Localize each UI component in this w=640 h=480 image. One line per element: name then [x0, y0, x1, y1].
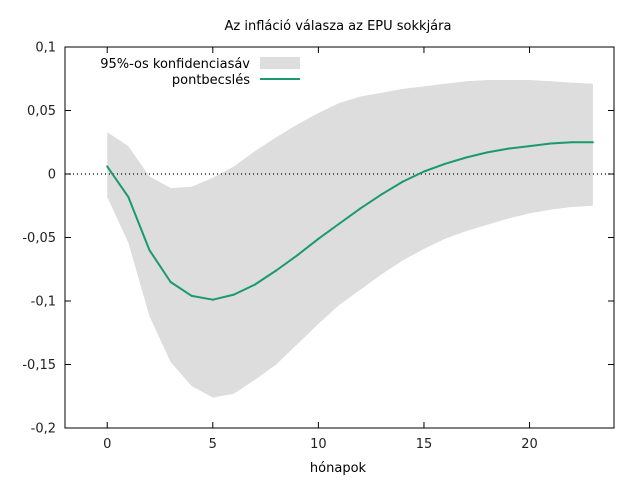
x-tick-label: 20 [521, 437, 538, 452]
legend: 95%-os konfidenciasáv pontbecslés [100, 57, 300, 88]
series-point [254, 283, 256, 286]
series-point [275, 269, 278, 272]
series-point [380, 193, 383, 196]
legend-band-label: 95%-os konfidenciasáv [100, 57, 250, 72]
confidence-band-layer [107, 80, 593, 398]
chart-title: Az infláció válasza az EPU sokkjára [225, 19, 452, 34]
series-point [169, 281, 172, 283]
legend-band-swatch [260, 57, 300, 69]
y-tick-label: 0,05 [27, 104, 56, 119]
series-point [444, 162, 447, 165]
x-tick-label: 5 [209, 437, 217, 452]
series-point [486, 151, 489, 154]
legend-line-label: pontbecslés [172, 73, 250, 88]
series-point [465, 156, 468, 159]
series-point [232, 293, 235, 296]
y-tick-label: 0 [48, 168, 56, 183]
x-tick-label: 10 [310, 437, 327, 452]
y-tick-label: 0,1 [35, 41, 56, 56]
series-point [507, 147, 510, 150]
y-tick-label: -0,05 [22, 231, 56, 246]
confidence-band [107, 80, 593, 398]
series-point [359, 207, 362, 210]
series-point [591, 141, 594, 144]
y-tick-label: -0,1 [31, 295, 56, 310]
series-point [317, 237, 320, 240]
series-point [570, 141, 573, 144]
series-point [296, 254, 299, 257]
series-point [190, 294, 193, 297]
x-tick-label: 0 [103, 437, 111, 452]
series-point [106, 165, 109, 168]
x-axis: 0 5 10 15 20 [103, 47, 538, 452]
x-axis-label: hónapok [310, 461, 367, 476]
series-point [338, 222, 341, 225]
series-point [423, 170, 425, 173]
series-layer [106, 141, 594, 301]
series-point [528, 145, 531, 148]
series-point [401, 180, 404, 183]
series-point [127, 195, 130, 198]
y-tick-label: -0,15 [22, 358, 56, 373]
y-tick-label: -0,2 [31, 422, 56, 437]
series-point [148, 249, 151, 252]
y-axis: -0,2 -0,15 -0,1 -0,05 0 0,05 0,1 [22, 41, 614, 437]
series-point [549, 142, 552, 145]
series-line-0 [106, 141, 593, 301]
x-tick-label: 15 [416, 437, 433, 452]
series-point [211, 298, 214, 301]
